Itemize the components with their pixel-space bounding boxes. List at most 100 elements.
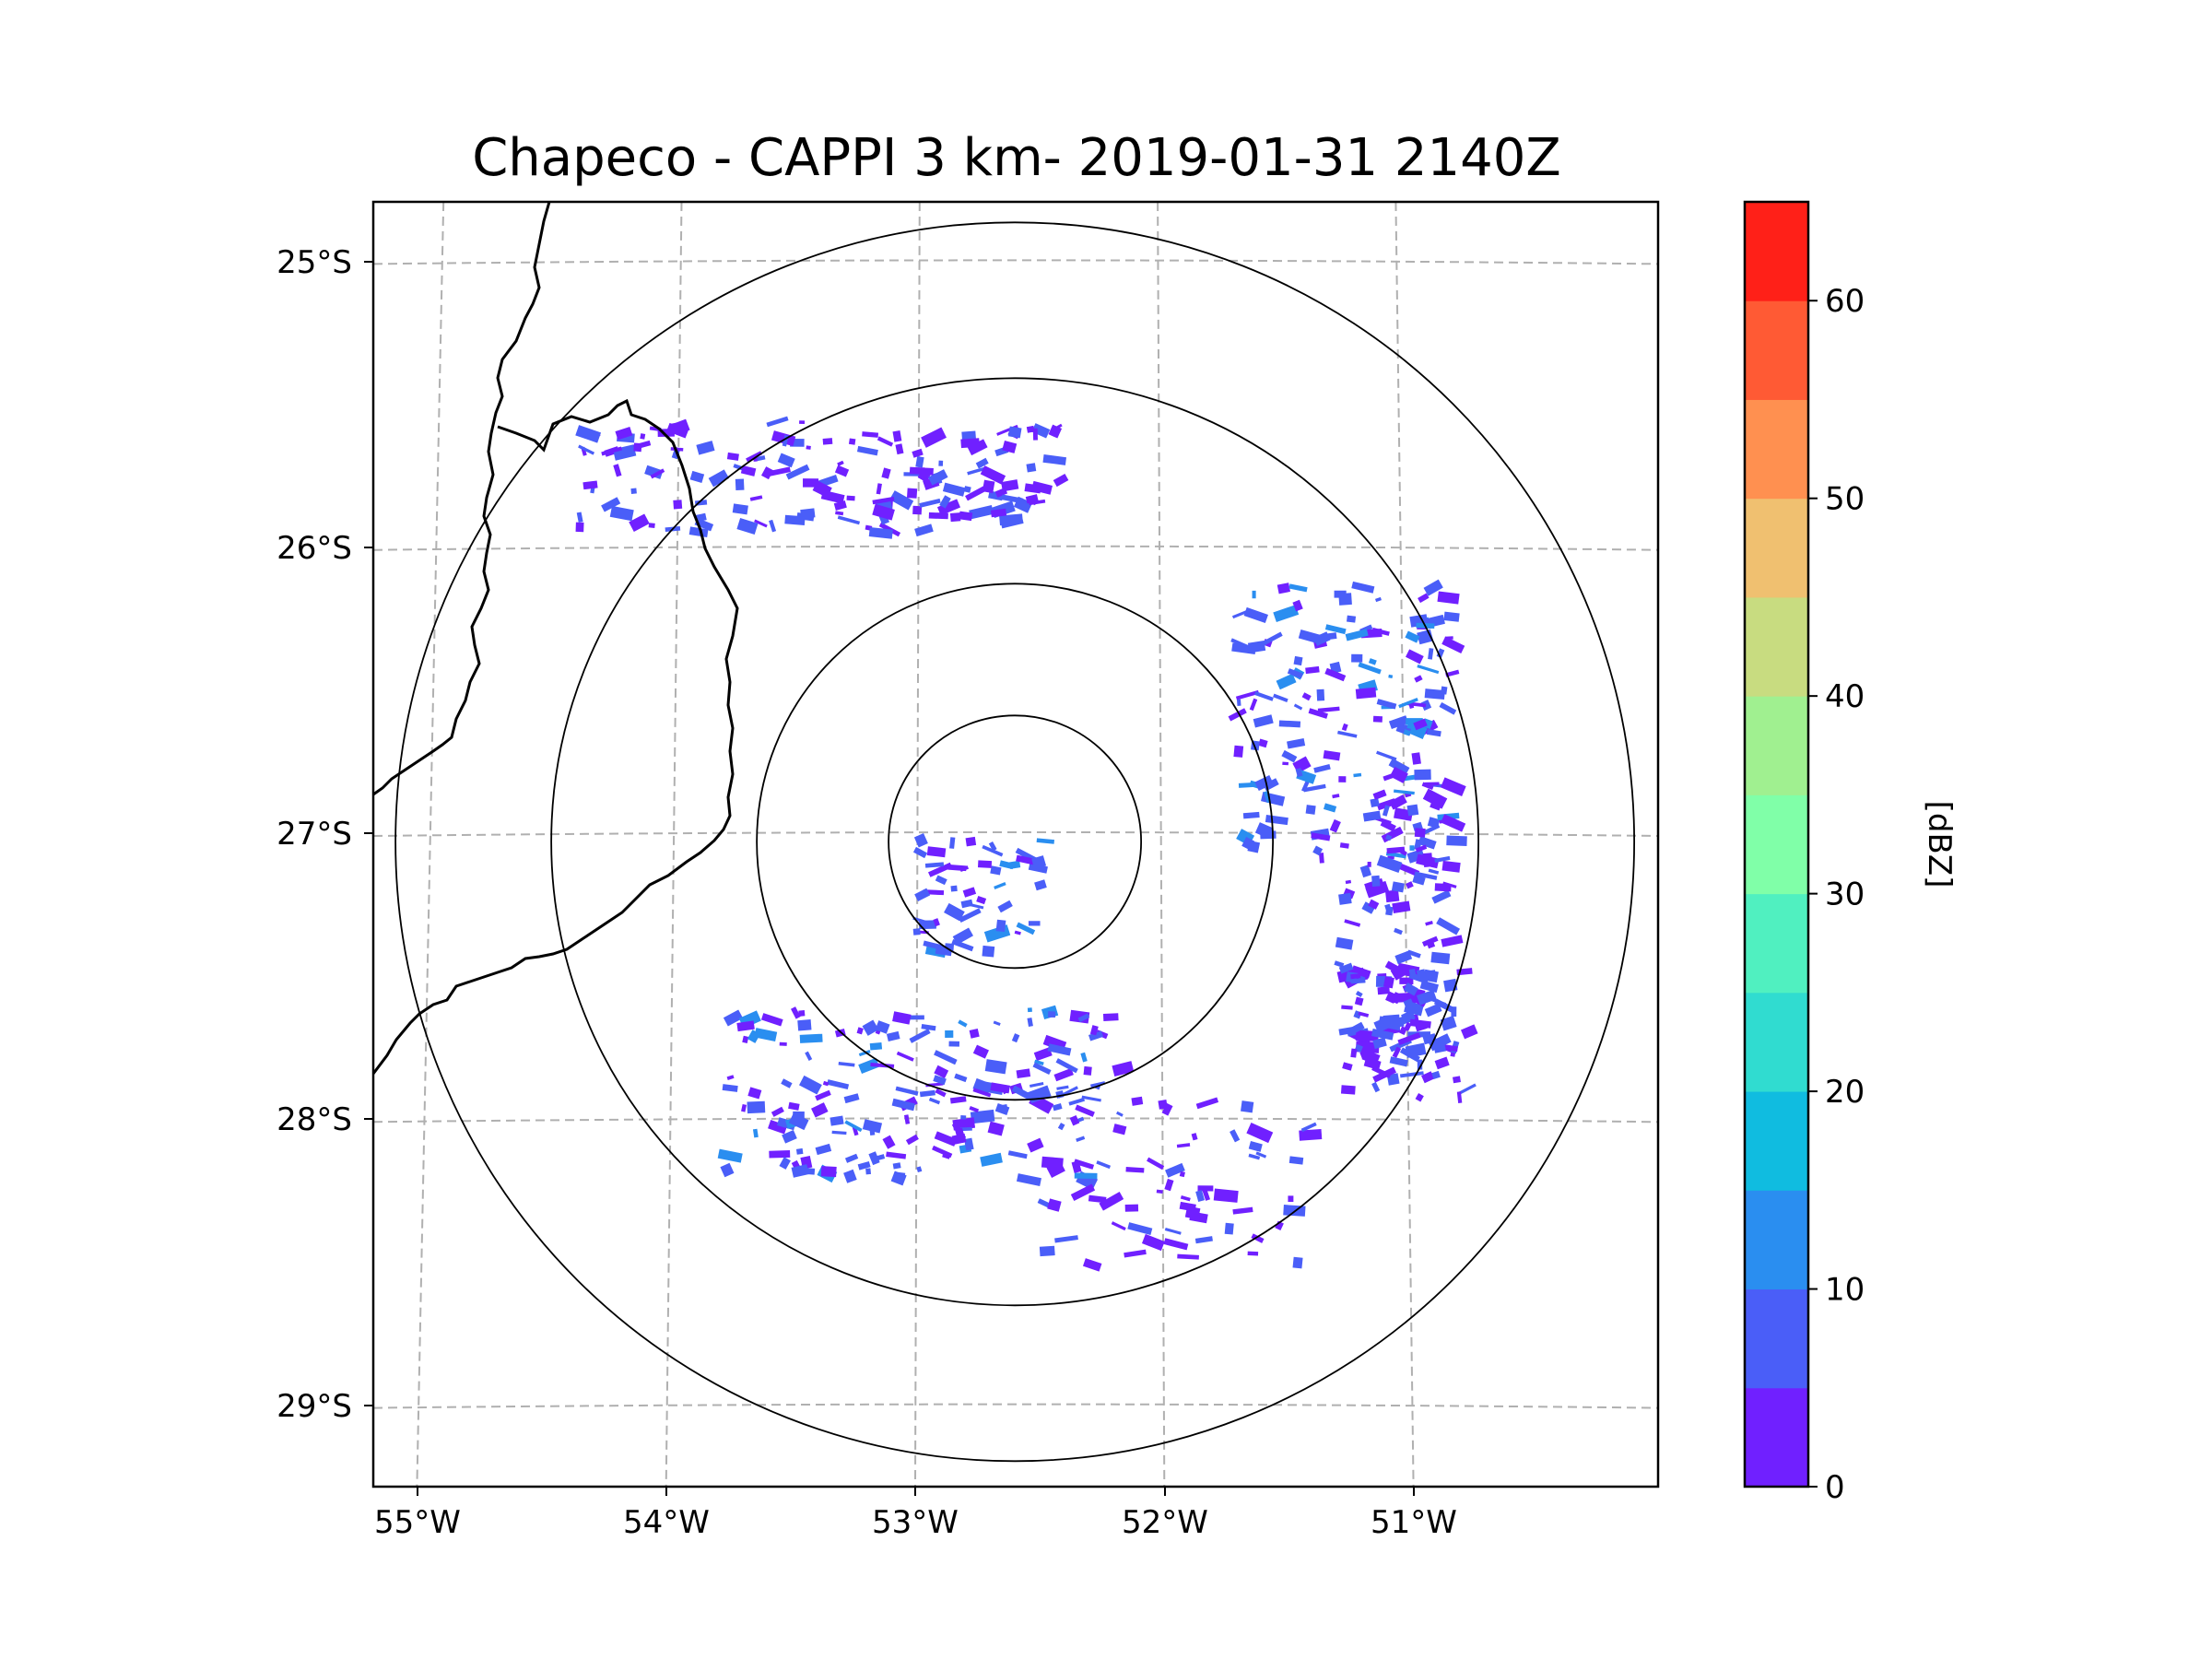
echo-cell	[856, 1027, 864, 1035]
echo-cell	[1377, 986, 1390, 995]
colorbar-swatch	[1745, 498, 1808, 598]
meridian-line	[665, 202, 683, 1487]
echo-cell	[1434, 855, 1451, 863]
echo-cell	[1246, 1123, 1274, 1144]
echo-cell	[1406, 804, 1419, 817]
echo-cell	[944, 902, 965, 922]
echo-cell	[1261, 631, 1283, 647]
echo-cell	[976, 895, 987, 905]
echo-cell	[1255, 1151, 1267, 1159]
range-rings	[394, 221, 1636, 1463]
echo-cell	[1351, 653, 1363, 663]
echo-cell	[1305, 805, 1316, 815]
echo-cell	[615, 426, 633, 441]
echo-cell	[1436, 917, 1461, 935]
echo-cell	[868, 526, 893, 539]
echo-cell	[965, 485, 988, 501]
echo-cell	[1350, 973, 1361, 980]
echo-cell	[1028, 921, 1041, 926]
echo-cell	[990, 508, 1007, 518]
echo-cell	[1179, 1171, 1185, 1178]
echo-cell	[815, 1143, 832, 1156]
echo-cell	[1011, 1085, 1034, 1101]
y-tick-label: 27°S	[276, 816, 352, 853]
echo-cell	[858, 1050, 871, 1057]
range-ring	[756, 582, 1275, 1101]
echo-cell	[1074, 1172, 1098, 1180]
echo-cell	[882, 1135, 896, 1149]
echo-cell	[1421, 782, 1434, 791]
radar-echoes	[575, 416, 1478, 1272]
echo-cell	[742, 1035, 749, 1043]
echo-cell	[1028, 863, 1048, 874]
echo-cell	[1053, 473, 1069, 488]
echo-cell	[1191, 1133, 1198, 1141]
echo-cell	[1394, 950, 1413, 965]
echo-cell	[1460, 1024, 1478, 1040]
meridian-line	[1157, 202, 1166, 1487]
echo-cell	[752, 1128, 759, 1138]
colorbar-swatch	[1745, 300, 1808, 400]
echo-cell	[1371, 1028, 1394, 1041]
echo-cell	[777, 453, 795, 468]
echo-cell	[1404, 1021, 1412, 1031]
echo-cell	[916, 1166, 923, 1173]
echo-cell	[1253, 714, 1274, 728]
echo-cell	[892, 1162, 901, 1170]
echo-cell	[1361, 1049, 1381, 1065]
echo-cell	[997, 900, 1013, 913]
echo-cell	[1323, 749, 1341, 761]
colorbar-tick-label: 0	[1825, 1469, 1845, 1506]
echo-cell	[1027, 1018, 1033, 1027]
echo-cell	[1014, 930, 1021, 935]
y-tick-label: 28°S	[276, 1101, 352, 1138]
echo-cell	[720, 1162, 735, 1178]
echo-cell	[1371, 1065, 1392, 1078]
echo-cell	[576, 512, 583, 523]
echo-cell	[1332, 794, 1340, 799]
echo-cell	[945, 1030, 954, 1038]
echo-cell	[837, 460, 844, 466]
echo-cell	[912, 448, 924, 458]
echo-cell	[1287, 668, 1303, 679]
echo-cell	[1368, 658, 1377, 665]
echo-cell	[1088, 1194, 1107, 1204]
echo-cell	[1441, 814, 1466, 832]
echo-cell	[769, 1150, 791, 1159]
echo-cell	[1273, 693, 1288, 702]
echo-cell	[575, 425, 602, 443]
colorbar-label: [dBZ]	[1921, 801, 1958, 888]
colorbar: 0 10 20 30 40 50 60 [dBZ]	[1743, 200, 1958, 1506]
y-tick-label: 25°S	[276, 244, 352, 281]
echo-cell	[1393, 789, 1415, 795]
parallel-line	[373, 831, 1658, 837]
echo-cell	[933, 1075, 947, 1086]
echo-cell	[960, 1114, 967, 1120]
echo-cell	[1111, 1221, 1126, 1231]
echo-cell	[1348, 1021, 1365, 1035]
echo-cell	[747, 1030, 760, 1043]
echo-cell	[1230, 638, 1252, 650]
echo-cell	[1230, 1129, 1241, 1143]
echo-cell	[1394, 927, 1403, 935]
echo-cell	[1403, 982, 1418, 996]
echo-cell	[967, 465, 988, 476]
echo-cell	[1313, 764, 1331, 773]
echo-cell	[1156, 1189, 1163, 1194]
echo-cell	[1353, 772, 1362, 778]
echo-cell	[872, 496, 895, 505]
echo-cell	[1127, 1222, 1153, 1236]
echo-cell	[1371, 1081, 1381, 1093]
echo-cell	[822, 1080, 830, 1087]
echo-cell	[962, 887, 977, 898]
x-tick-label: 54°W	[623, 1504, 710, 1541]
echo-cell	[868, 1151, 880, 1166]
echo-cell	[1423, 969, 1439, 983]
colorbar-tick-label: 50	[1825, 481, 1865, 518]
echo-cell	[1370, 797, 1380, 808]
echo-cell	[1329, 818, 1341, 833]
echo-cell	[1372, 715, 1382, 723]
echo-cell	[1355, 991, 1363, 998]
echo-cell	[1372, 1037, 1387, 1050]
echo-cell	[1453, 1076, 1461, 1084]
